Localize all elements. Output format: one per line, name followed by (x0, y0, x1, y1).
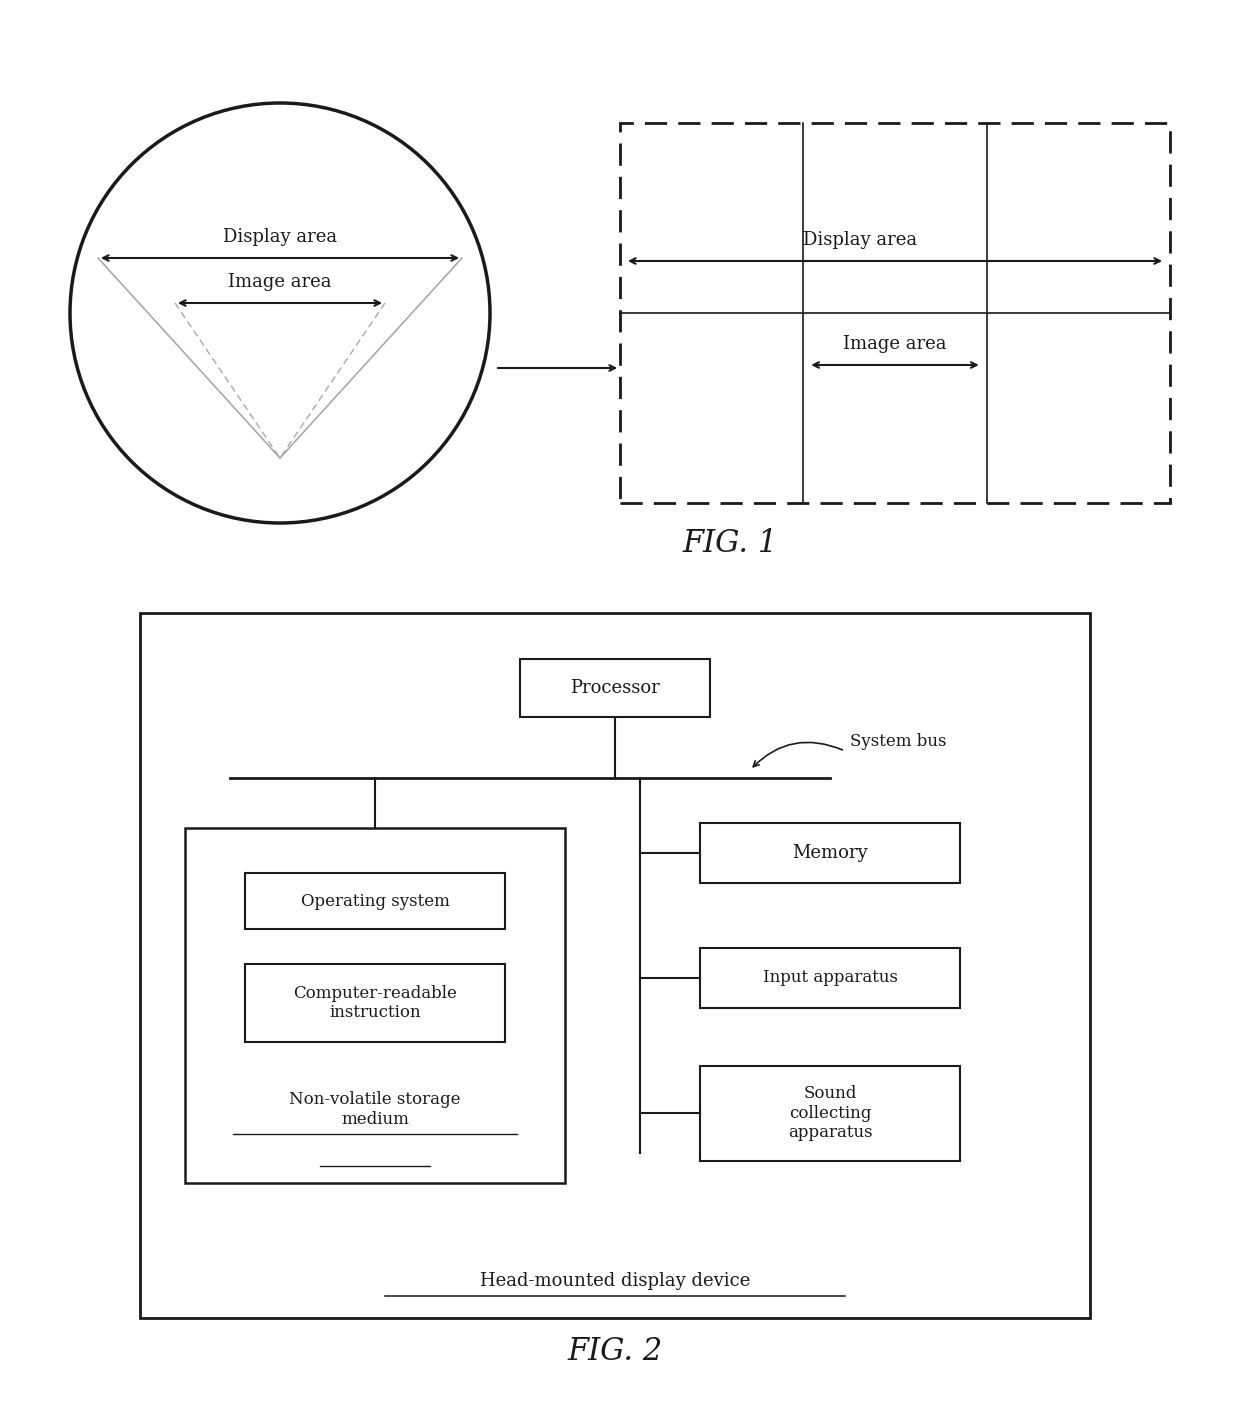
Text: Display area: Display area (223, 227, 337, 246)
Text: Sound
collecting
apparatus: Sound collecting apparatus (787, 1085, 872, 1142)
Bar (246, 964, 505, 1041)
Bar (185, 828, 565, 1183)
Text: FIG. 2: FIG. 2 (568, 1335, 662, 1366)
Text: Computer-readable
instruction: Computer-readable instruction (293, 985, 456, 1022)
Bar (620, 123, 1171, 503)
Text: Processor: Processor (570, 680, 660, 697)
Bar (701, 1065, 960, 1160)
Bar (140, 613, 1090, 1318)
Text: System bus: System bus (849, 732, 946, 749)
Bar (246, 873, 505, 928)
Text: FIG. 1: FIG. 1 (682, 528, 777, 560)
Text: Operating system: Operating system (300, 893, 449, 910)
Text: Display area: Display area (804, 230, 918, 249)
Bar (520, 658, 711, 716)
Text: Non-volatile storage
medium: Non-volatile storage medium (289, 1091, 461, 1128)
Text: Image area: Image area (843, 335, 947, 353)
Text: Input apparatus: Input apparatus (763, 969, 898, 986)
Bar (701, 822, 960, 883)
Text: Image area: Image area (228, 273, 332, 291)
Text: Head-mounted display device: Head-mounted display device (480, 1272, 750, 1290)
Text: Memory: Memory (792, 844, 868, 862)
Bar (701, 948, 960, 1007)
